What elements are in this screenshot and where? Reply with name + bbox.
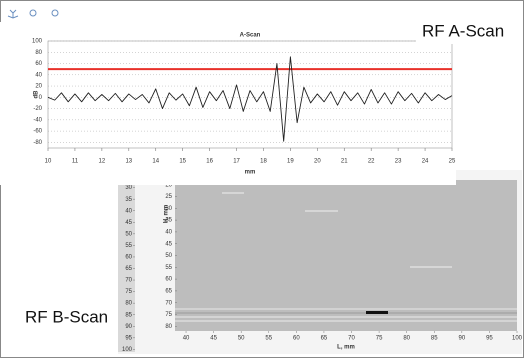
- y-tick-label: 80: [35, 50, 42, 56]
- x-tick-label: 22: [368, 159, 375, 165]
- defect: [366, 311, 388, 314]
- x-tick-label: 70: [348, 336, 355, 342]
- y2-tick-label: 45: [125, 220, 132, 226]
- b-scan-image: [175, 180, 517, 331]
- b-scan-panel: 2025303540455055606570758030354045505560…: [118, 170, 523, 354]
- x-tick-label: 65: [321, 336, 328, 342]
- screenshot: 2025303540455055606570758030354045505560…: [0, 0, 524, 358]
- y2-tick-label: 80: [125, 301, 132, 307]
- x-tick-label: 50: [238, 336, 245, 342]
- y-tick-label: 20: [35, 84, 42, 90]
- x-tick-label: 100: [512, 336, 523, 342]
- y-tick-label: 50: [165, 253, 172, 259]
- x-tick-label: 85: [431, 336, 438, 342]
- y-tick-label: 60: [165, 277, 172, 283]
- y-tick-label: -80: [33, 140, 42, 146]
- x-tick-label: 14: [152, 159, 159, 165]
- x-tick-label: 10: [45, 159, 52, 165]
- y2-tick-label: 90: [125, 324, 132, 330]
- y-tick-label: 80: [165, 324, 172, 330]
- y-tick-label: 25: [165, 194, 172, 200]
- x-tick-label: 80: [403, 336, 410, 342]
- x-tick-label: 15: [179, 159, 186, 165]
- x-tick-label: 24: [422, 159, 429, 165]
- y-tick-label: 55: [165, 265, 172, 271]
- x-tick-label: 20: [314, 159, 321, 165]
- x-tick-label: 90: [458, 336, 465, 342]
- x-tick-label: 17: [233, 159, 240, 165]
- x-tick-label: 25: [449, 159, 456, 165]
- y-tick-label: 40: [165, 229, 172, 235]
- x-tick-label: 21: [341, 159, 348, 165]
- y2-tick-label: 70: [125, 278, 132, 284]
- y-tick-label: -60: [33, 129, 42, 135]
- a-scan-plot: [48, 41, 452, 148]
- x-tick-label: 18: [260, 159, 267, 165]
- x-tick-label: 12: [99, 159, 106, 165]
- y-tick-label: 60: [35, 61, 42, 67]
- x-tick-label: 11: [72, 159, 79, 165]
- x-tick-label: 23: [395, 159, 402, 165]
- x-tick-label: 16: [206, 159, 213, 165]
- y-tick-label: 45: [165, 241, 172, 247]
- y2-tick-label: 40: [125, 208, 132, 214]
- x-tick-label: 55: [265, 336, 272, 342]
- y2-tick-label: 65: [125, 266, 132, 272]
- y-tick-label: -40: [33, 117, 42, 123]
- y-tick-label: 65: [165, 288, 172, 294]
- x-axis-label: L, mm: [337, 345, 355, 351]
- y2-tick-label: 35: [125, 197, 132, 203]
- a-scan-caption: RF A-Scan: [422, 21, 504, 40]
- x-tick-label: 13: [125, 159, 132, 165]
- y-tick-label: 70: [165, 300, 172, 306]
- y-tick-label: 75: [165, 312, 172, 318]
- y2-tick-label: 30: [125, 185, 132, 191]
- x-tick-label: 60: [293, 336, 300, 342]
- y2-tick-label: 75: [125, 289, 132, 295]
- b-scan-caption: RF B-Scan: [25, 307, 108, 326]
- y2-tick-label: 100: [122, 347, 133, 353]
- x-tick-label: 40: [183, 336, 190, 342]
- y-axis-label: dB: [34, 90, 40, 99]
- chart-title: A-Scan: [240, 33, 261, 39]
- y-axis-label: H, mm: [164, 205, 170, 223]
- y2-tick-label: 55: [125, 243, 132, 249]
- y-tick-label: 100: [32, 39, 43, 45]
- y-tick-label: -20: [33, 106, 42, 112]
- x-tick-label: 45: [210, 336, 217, 342]
- y2-tick-label: 85: [125, 312, 132, 318]
- x-axis-label: mm: [245, 170, 256, 176]
- y2-tick-label: 60: [125, 255, 132, 261]
- x-tick-label: 75: [376, 336, 383, 342]
- x-tick-label: 95: [486, 336, 493, 342]
- y2-tick-label: 50: [125, 231, 132, 237]
- y2-tick-label: 95: [125, 335, 132, 341]
- x-tick-label: 19: [287, 159, 294, 165]
- y-tick-label: 40: [35, 72, 42, 78]
